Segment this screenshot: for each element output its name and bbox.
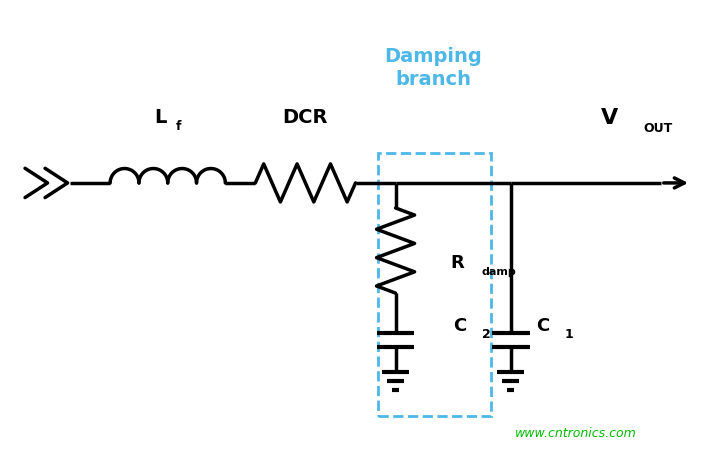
Text: C: C — [536, 316, 549, 335]
Bar — [378, 153, 491, 416]
Text: damp: damp — [482, 267, 517, 277]
Text: Damping
branch: Damping branch — [384, 47, 482, 89]
Text: OUT: OUT — [644, 123, 673, 135]
Text: f: f — [176, 120, 182, 133]
Text: L: L — [154, 108, 166, 127]
Text: DCR: DCR — [283, 108, 328, 127]
Text: 1: 1 — [565, 328, 573, 341]
Text: V: V — [601, 108, 618, 128]
Text: R: R — [451, 254, 464, 272]
Text: www.cntronics.com: www.cntronics.com — [515, 427, 637, 440]
Text: 2: 2 — [482, 328, 491, 341]
Text: C: C — [453, 316, 466, 335]
